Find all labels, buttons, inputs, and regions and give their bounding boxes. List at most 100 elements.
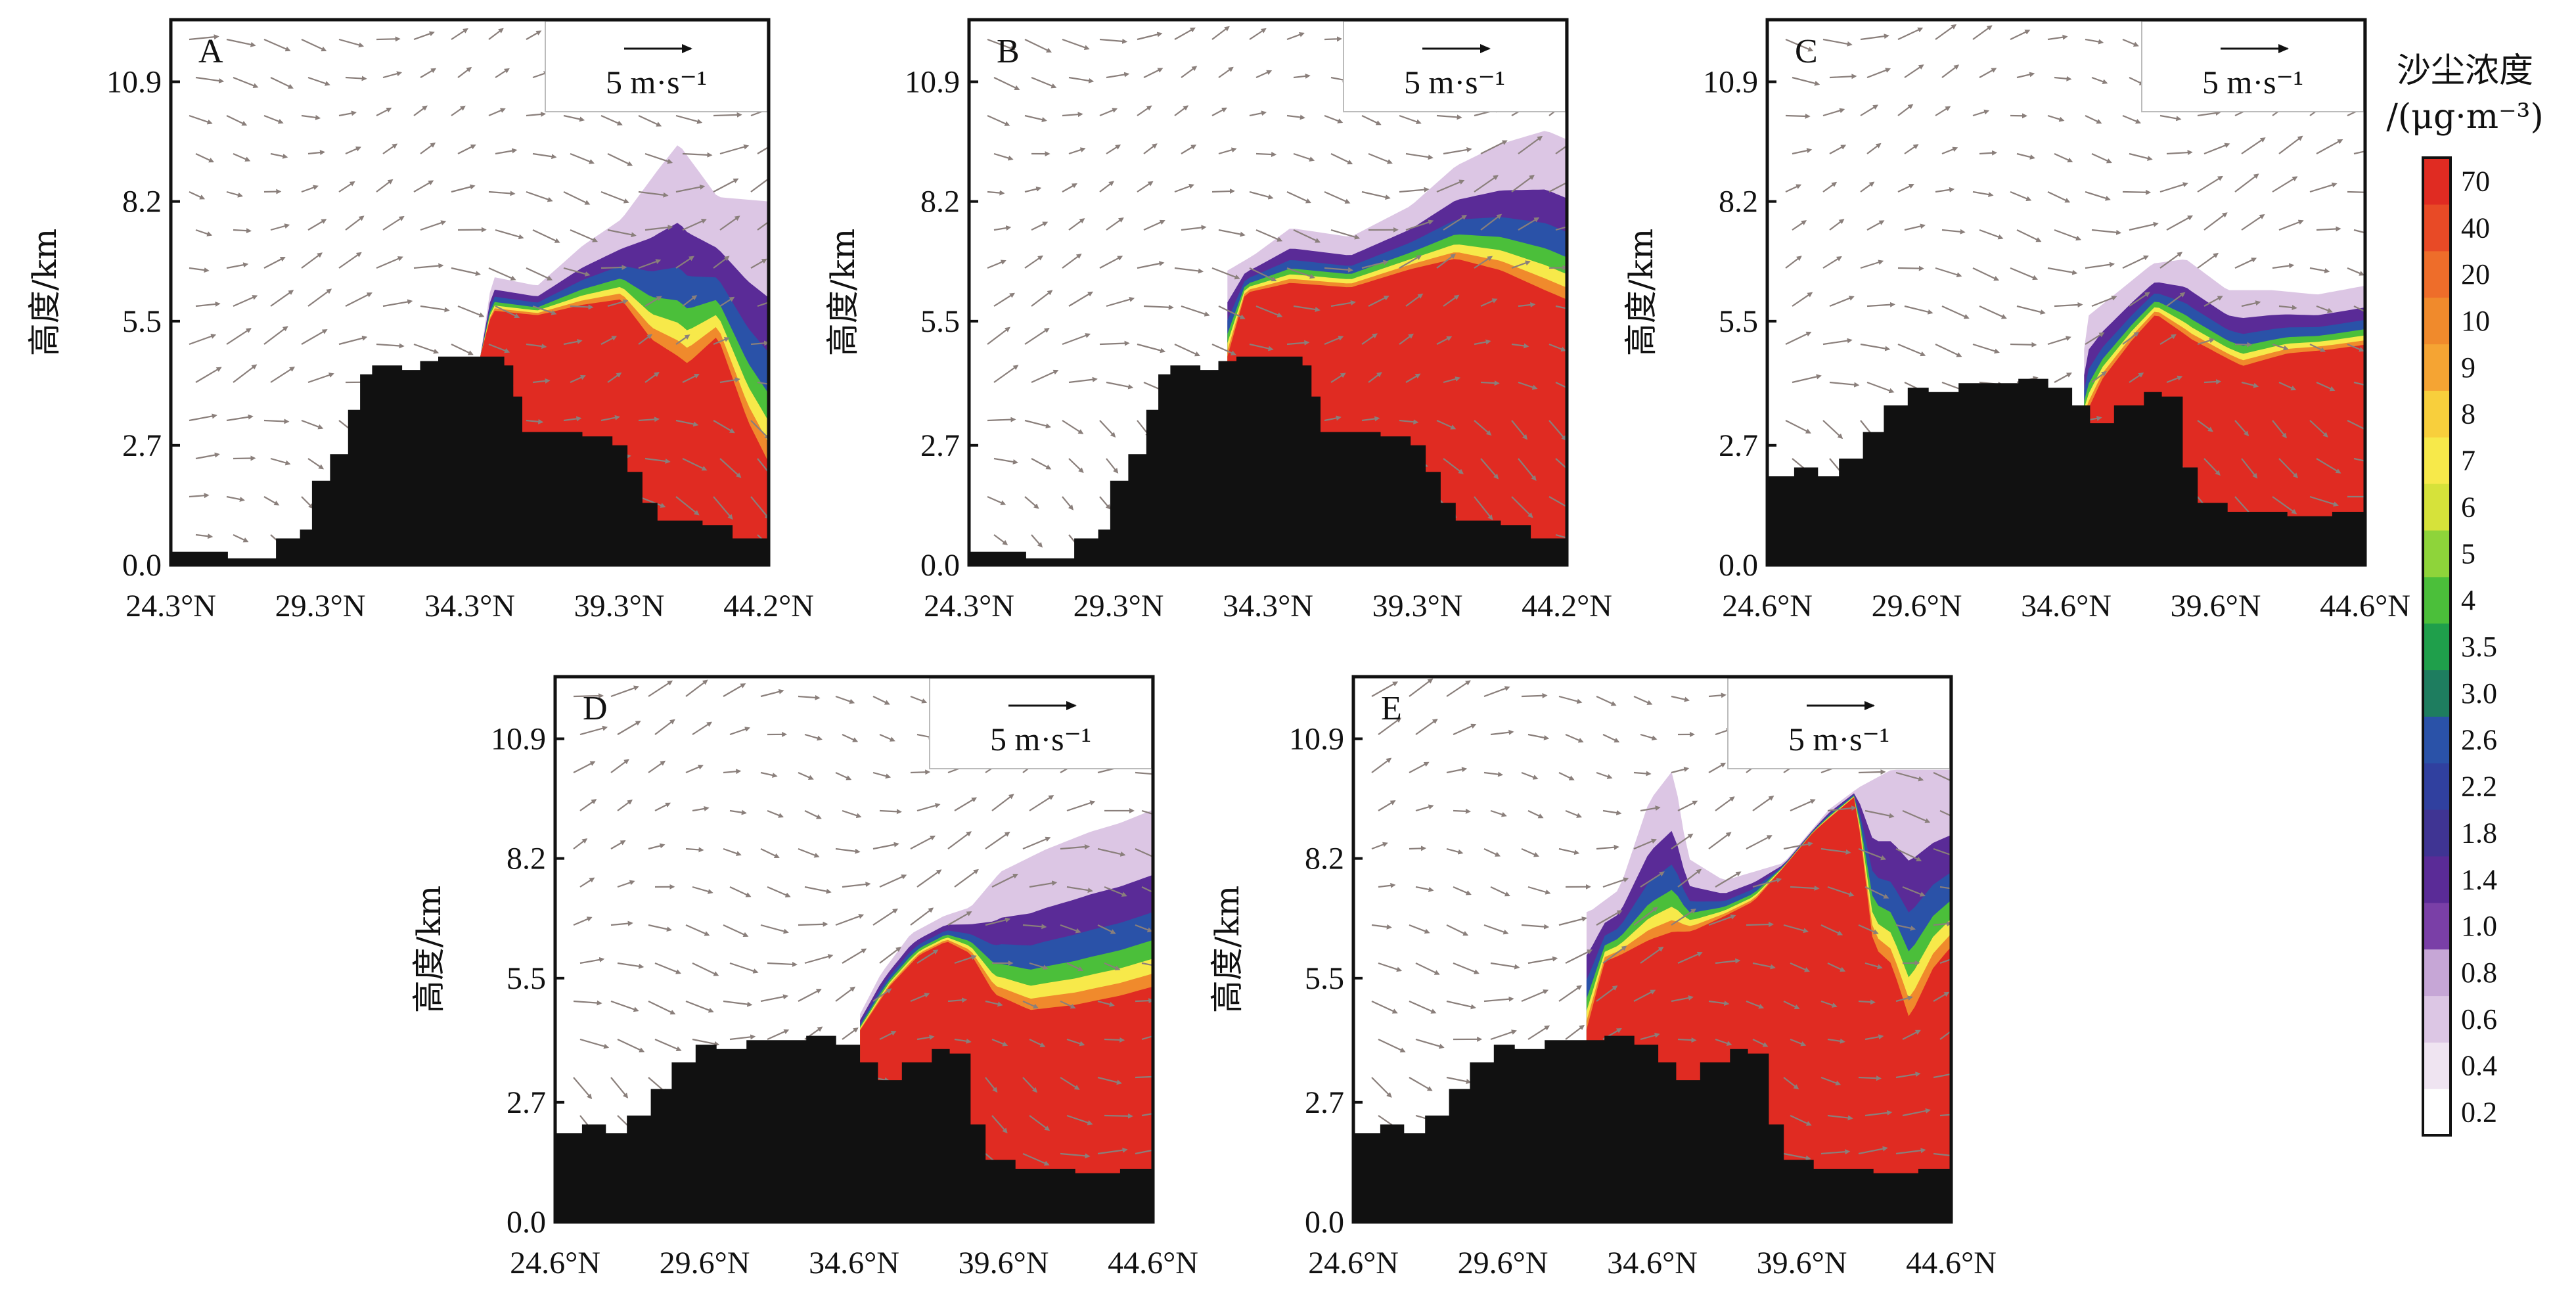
wind-arrow: [2091, 152, 2112, 164]
wind-arrow: [2347, 343, 2365, 352]
wind-arrow: [654, 1038, 682, 1051]
wind-arrow: [1174, 183, 1194, 193]
wind-arrow: [1436, 336, 1453, 345]
wind-arrow: [1371, 842, 1388, 850]
wind-arrow: [189, 413, 217, 422]
wind-arrow: [1939, 1114, 1951, 1117]
wind-arrow: [648, 1001, 676, 1015]
wind-arrow: [1596, 844, 1619, 850]
wind-arrow: [2159, 114, 2182, 122]
wind-arrow: [1820, 848, 1851, 855]
wind-arrow: [1143, 68, 1164, 78]
wind-arrow: [195, 229, 213, 237]
wind-arrow: [420, 142, 436, 154]
wind-arrow: [1137, 32, 1163, 41]
wind-arrow: [1068, 218, 1085, 231]
wind-arrow: [1143, 143, 1158, 154]
wind-arrow: [685, 924, 710, 936]
wind-arrow: [1708, 1000, 1730, 1006]
wind-arrow: [2316, 139, 2343, 154]
wind-arrow: [1708, 832, 1732, 849]
wind-arrow: [910, 835, 936, 849]
wind-arrow: [1106, 458, 1119, 474]
wind-arrow: [226, 38, 256, 47]
y-tick-label: 0.0: [1305, 1205, 1344, 1240]
wind-arrow: [682, 374, 700, 383]
y-tick-label: 8.2: [507, 842, 546, 876]
x-tick-label: 24.3°N: [924, 589, 1014, 623]
wind-arrow: [872, 842, 899, 850]
wind-arrow: [1640, 1033, 1660, 1041]
wind-arrow: [804, 810, 822, 819]
wind-arrow: [1483, 771, 1504, 777]
wind-arrow: [1415, 804, 1434, 812]
wind-arrow: [719, 296, 735, 307]
wind-arrow: [804, 954, 834, 964]
wind-arrow: [1864, 1110, 1893, 1117]
wind-arrow: [1548, 265, 1567, 271]
wind-arrow: [1249, 110, 1267, 117]
wind-arrow: [2197, 110, 2221, 117]
colorbar-swatch: [2423, 484, 2451, 531]
wind-arrow: [1181, 66, 1198, 78]
wind-arrow: [1324, 267, 1353, 273]
wind-arrow: [263, 256, 286, 269]
y-tick-label: 2.7: [122, 428, 162, 463]
wind-arrow: [2347, 420, 2365, 430]
y-tick-label: 10.9: [106, 64, 162, 99]
wind-arrow: [947, 911, 972, 926]
wind-arrow: [1104, 962, 1121, 970]
panel-letter: D: [583, 690, 608, 727]
wind-arrow: [1031, 534, 1043, 548]
wind-arrow: [2166, 375, 2183, 384]
wind-arrow: [760, 924, 789, 934]
wind-arrow: [270, 290, 294, 307]
wind-arrow: [1446, 1076, 1472, 1085]
wind-arrow: [1941, 64, 1960, 78]
wind-arrow: [1286, 32, 1305, 41]
wind-arrow: [1490, 962, 1520, 970]
wind-arrow: [1378, 882, 1396, 888]
wind-arrow: [2166, 292, 2186, 307]
wind-arrow: [573, 1000, 602, 1006]
wind-arrow: [729, 809, 747, 815]
wind-arrow: [1858, 1075, 1882, 1081]
wind-arrow: [1640, 733, 1658, 741]
wind-arrow: [1829, 381, 1860, 388]
wind-arrow: [1022, 924, 1047, 930]
wind-arrow: [1409, 846, 1426, 851]
wind-arrow: [607, 153, 633, 166]
wind-arrow: [879, 733, 895, 742]
wind-arrow: [2129, 221, 2159, 231]
wind-arrow: [723, 1000, 753, 1007]
wind-arrow: [338, 110, 357, 117]
wind-arrow: [607, 229, 637, 238]
wind-arrow: [1785, 331, 1812, 345]
wind-arrow: [1371, 758, 1392, 773]
wind-arrow: [1677, 869, 1702, 888]
y-tick-label: 10.9: [491, 721, 546, 756]
y-tick-label: 10.9: [905, 64, 960, 99]
wind-arrow: [495, 229, 524, 240]
wind-arrow: [2353, 150, 2365, 155]
wind-arrow: [954, 1038, 972, 1044]
wind-arrow: [488, 267, 516, 281]
wind-arrow: [2010, 267, 2039, 281]
wind-arrow: [1972, 267, 2000, 281]
wind-arrow: [1286, 191, 1311, 204]
wind-arrow: [1866, 220, 1885, 231]
x-tick-label: 39.6°N: [2171, 589, 2261, 623]
wind-arrow: [607, 372, 622, 383]
wind-arrow: [1783, 1152, 1811, 1161]
colorbar-swatch: [2423, 158, 2451, 205]
wind-arrow: [451, 105, 466, 116]
x-tick-label: 29.3°N: [1073, 589, 1164, 623]
wind-arrow: [2129, 372, 2144, 383]
wind-arrow: [2278, 458, 2298, 478]
wind-arrow: [1062, 420, 1084, 434]
wind-arrow: [2054, 152, 2073, 163]
colorbar-level-label: 8: [2461, 398, 2475, 430]
wind-arrow: [729, 727, 750, 736]
wind-arrow: [600, 336, 618, 345]
wind-arrow: [760, 994, 789, 1003]
